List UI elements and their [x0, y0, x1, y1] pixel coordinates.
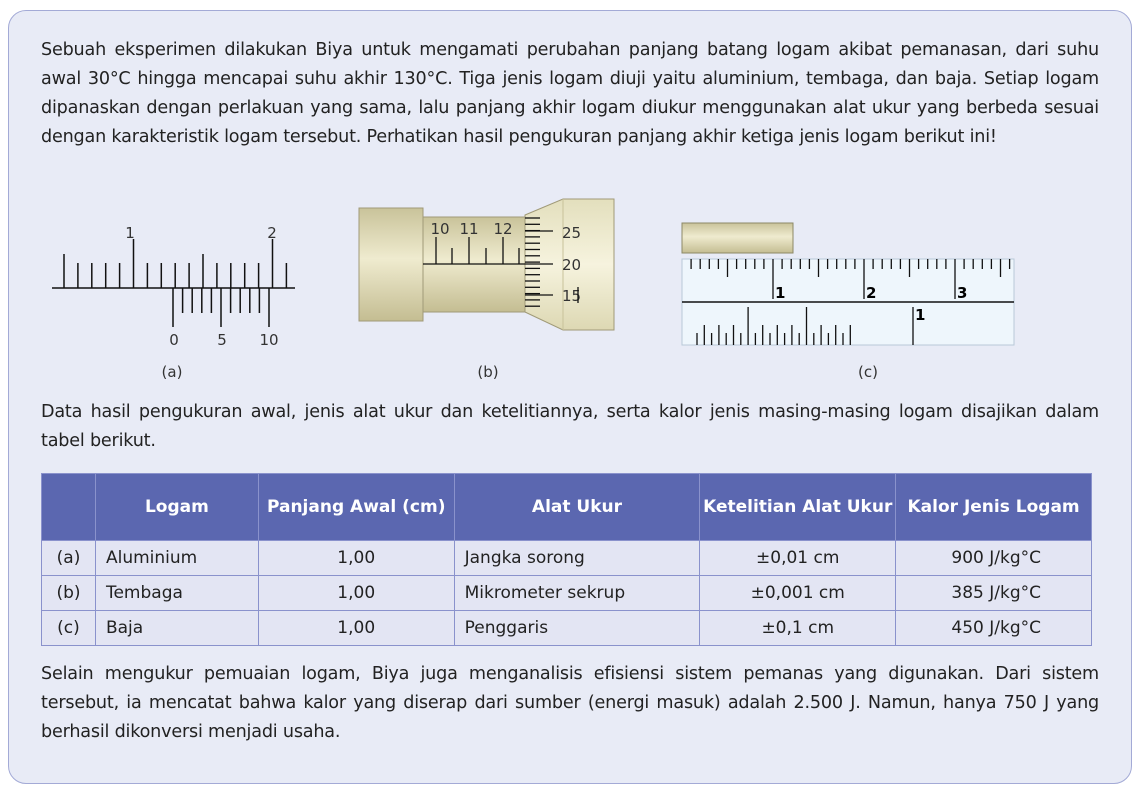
figure-caption: (c) [858, 363, 878, 381]
main-scale-label: 1 [125, 224, 135, 242]
table-cell: (a) [41, 540, 96, 576]
table-cell: Baja [94, 610, 259, 646]
table-cell: (b) [41, 575, 96, 611]
table-cell: 1,00 [257, 540, 455, 576]
thimble-label: 15 [562, 287, 581, 305]
ruler-figure [681, 222, 1015, 346]
table-cell: Jangka sorong [453, 540, 701, 576]
sleeve-label: 10 [430, 220, 449, 238]
figure-caption: (a) [162, 363, 183, 381]
table-cell: Aluminium [94, 540, 259, 576]
table-cell: Tembaga [94, 575, 259, 611]
vernier-caliper-figure [52, 239, 295, 327]
table-cell: 385 J/kg°C [895, 575, 1092, 611]
question-card [8, 10, 1132, 784]
intro-paragraph: Sebuah eksperimen dilakukan Biya untuk m… [41, 40, 1099, 147]
vernier-scale-label: 5 [217, 331, 227, 349]
table-cell: (c) [41, 610, 96, 646]
ruler-vernier-label: 1 [915, 306, 925, 324]
header-cell: Ketelitian Alat Ukur [699, 473, 897, 541]
main-scale-label: 2 [267, 224, 277, 242]
table-cell: ±0,1 cm [699, 610, 897, 646]
sleeve-label: 12 [493, 220, 512, 238]
vernier-scale-label: 0 [169, 331, 179, 349]
table-row: (c) Baja 1,00 Penggaris ±0,1 cm 450 J/kg°C [41, 610, 1092, 646]
table-cell: Mikrometer sekrup [453, 575, 701, 611]
ruler-label: 1 [775, 284, 785, 302]
measurement-figures: 1 2 0 5 10 (a) 10 11 12 25 20 15 (b) 1 2… [52, 198, 1015, 381]
thimble-label: 20 [562, 256, 581, 274]
header-cell: Alat Ukur [453, 473, 701, 541]
table-row: (a) Aluminium 1,00 Jangka sorong ±0,01 cm 900… [41, 540, 1092, 576]
header-cell: Kalor Jenis Logam [895, 473, 1092, 541]
table-cell: ±0,01 cm [699, 540, 897, 576]
table-cell: 900 J/kg°C [895, 540, 1092, 576]
header-cell: Panjang Awal (cm) [257, 473, 455, 541]
table-cell: 1,00 [257, 610, 455, 646]
data-table: Logam Panjang Awal (cm) Alat Ukur Keteli… [41, 473, 1092, 646]
micrometer-figure [358, 198, 615, 331]
sleeve-label: 11 [459, 220, 478, 238]
ruler-label: 2 [866, 284, 876, 302]
table-cell: ±0,001 cm [699, 575, 897, 611]
figure-caption: (b) [477, 363, 498, 381]
vernier-scale-label: 10 [259, 331, 278, 349]
ruler-label: 3 [957, 284, 967, 302]
table-cell: 450 J/kg°C [895, 610, 1092, 646]
table-cell: Penggaris [453, 610, 701, 646]
thimble-label: 25 [562, 224, 581, 242]
table-cell: 1,00 [257, 575, 455, 611]
header-cell [41, 473, 96, 541]
closing-paragraph: Selain mengukur pemuaian logam, Biya jug… [41, 664, 1099, 742]
header-cell: Logam [94, 473, 259, 541]
table-row: (b) Tembaga 1,00 Mikrometer sekrup ±0,001 cm… [41, 575, 1092, 611]
table-intro: Data hasil pengukuran awal, jenis alat u… [41, 402, 1099, 451]
